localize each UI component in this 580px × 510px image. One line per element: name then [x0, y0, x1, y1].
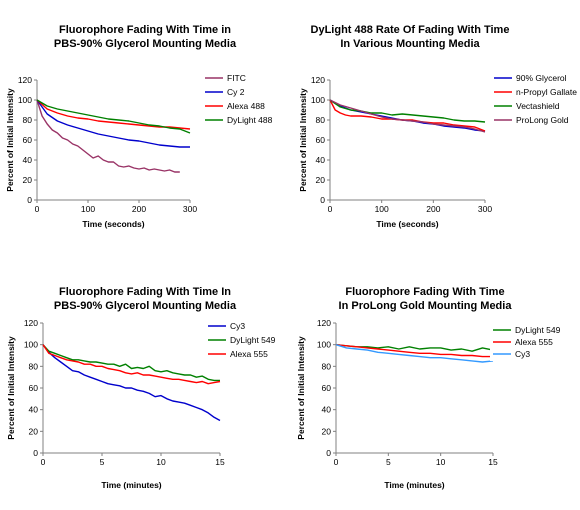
y-axis-label: Percent of Initial Intensity — [296, 336, 306, 440]
y-tick-label: 100 — [317, 340, 331, 350]
x-tick-label: 200 — [132, 204, 146, 214]
chart-title: Fluorophore Fading With Time in — [59, 24, 231, 36]
x-tick-label: 0 — [334, 457, 339, 467]
y-axis-label: Percent of Initial Intensity — [5, 88, 15, 192]
series-line-2 — [42, 344, 220, 382]
y-tick-label: 0 — [326, 448, 331, 458]
legend-label: ProLong Gold — [516, 115, 569, 125]
y-tick-label: 20 — [322, 426, 332, 436]
y-tick-label: 60 — [29, 383, 39, 393]
y-tick-label: 60 — [316, 135, 326, 145]
legend-label: Alexa 488 — [227, 101, 265, 111]
series-line-3 — [329, 99, 486, 123]
series-line-2 — [335, 344, 493, 358]
y-tick-label: 20 — [316, 175, 326, 185]
legend-label: DyLight 488 — [227, 115, 273, 125]
legend-label: DyLight 549 — [515, 325, 561, 335]
x-axis-label: Time (minutes) — [101, 480, 161, 490]
y-tick-label: 0 — [27, 195, 32, 205]
x-tick-label: 10 — [156, 457, 166, 467]
x-tick-label: 0 — [35, 204, 40, 214]
x-tick-label: 100 — [81, 204, 95, 214]
x-axis-label: Time (minutes) — [384, 480, 444, 490]
y-tick-label: 80 — [322, 361, 332, 371]
series-line-1 — [42, 344, 221, 422]
y-tick-label: 100 — [311, 95, 325, 105]
chart-4: Fluorophore Fading With Time In ProLong G… — [296, 286, 561, 490]
legend-label: Cy 2 — [227, 87, 245, 97]
chart-1: Fluorophore Fading With Time in PBS-90% G… — [5, 24, 273, 229]
x-tick-label: 200 — [426, 204, 440, 214]
x-tick-label: 0 — [328, 204, 333, 214]
y-tick-label: 120 — [18, 75, 32, 85]
y-axis-label: Percent of Initial Intensity — [6, 336, 16, 440]
y-tick-label: 40 — [29, 405, 39, 415]
x-tick-label: 5 — [386, 457, 391, 467]
y-tick-label: 120 — [317, 318, 331, 328]
y-tick-label: 100 — [24, 340, 38, 350]
y-tick-label: 80 — [316, 115, 326, 125]
chart-title: PBS-90% Glycerol Mounting Media — [54, 300, 237, 312]
chart-2: DyLight 488 Rate Of Fading With Time In V… — [298, 24, 577, 229]
y-tick-label: 0 — [33, 448, 38, 458]
chart-title: PBS-90% Glycerol Mounting Media — [54, 38, 237, 50]
legend: 90% Glycerol n-Propyl Gallate Vectashield P… — [494, 73, 577, 125]
x-tick-label: 0 — [41, 457, 46, 467]
y-axis-label: Percent of Initial Intensity — [298, 88, 308, 192]
series-line-1 — [36, 99, 180, 173]
y-tick-label: 120 — [311, 75, 325, 85]
series-line-3 — [335, 344, 494, 363]
x-tick-label: 300 — [478, 204, 492, 214]
y-tick-label: 80 — [29, 361, 39, 371]
legend-label: Cy3 — [230, 321, 245, 331]
chart-title: Fluorophore Fading With Time — [345, 286, 504, 298]
x-tick-label: 100 — [375, 204, 389, 214]
series-line-3 — [36, 99, 191, 130]
series-line-2 — [36, 99, 190, 148]
y-tick-label: 0 — [320, 195, 325, 205]
legend: FITC Cy 2 Alexa 488 DyLight 488 — [205, 73, 273, 125]
legend-label: Alexa 555 — [230, 349, 268, 359]
series-line-1 — [335, 344, 494, 352]
x-axis-label: Time (seconds) — [82, 219, 144, 229]
y-tick-label: 40 — [322, 405, 332, 415]
y-tick-label: 80 — [23, 115, 33, 125]
series-line-4 — [36, 99, 191, 134]
x-tick-label: 5 — [100, 457, 105, 467]
chart-title: Fluorophore Fading With Time In — [59, 286, 231, 298]
legend-label: FITC — [227, 73, 246, 83]
chart-title: DyLight 488 Rate Of Fading With Time — [311, 24, 510, 36]
chart-3: Fluorophore Fading With Time In PBS-90% G… — [6, 286, 276, 490]
x-tick-label: 300 — [183, 204, 197, 214]
legend: Cy3 DyLight 549 Alexa 555 — [205, 317, 276, 362]
y-tick-label: 120 — [24, 318, 38, 328]
chart-title: In Various Mounting Media — [340, 38, 480, 50]
series-line-4 — [329, 99, 486, 133]
legend-label: Vectashield — [516, 101, 560, 111]
x-tick-label: 15 — [215, 457, 225, 467]
legend-label: DyLight 549 — [230, 335, 276, 345]
x-axis-label: Time (seconds) — [376, 219, 438, 229]
x-tick-label: 10 — [436, 457, 446, 467]
legend-label: Alexa 555 — [515, 337, 553, 347]
y-tick-label: 40 — [316, 155, 326, 165]
chart-title: In ProLong Gold Mounting Media — [339, 300, 513, 312]
y-tick-label: 60 — [322, 383, 332, 393]
legend-label: 90% Glycerol — [516, 73, 567, 83]
legend-label: n-Propyl Gallate — [516, 87, 577, 97]
y-tick-label: 20 — [29, 426, 39, 436]
x-tick-label: 15 — [488, 457, 498, 467]
y-tick-label: 20 — [23, 175, 33, 185]
series-line-3 — [42, 344, 221, 385]
legend: DyLight 549 Alexa 555 Cy3 — [490, 321, 561, 361]
y-tick-label: 60 — [23, 135, 33, 145]
y-tick-label: 40 — [23, 155, 33, 165]
legend-label: Cy3 — [515, 349, 530, 359]
y-tick-label: 100 — [18, 95, 32, 105]
